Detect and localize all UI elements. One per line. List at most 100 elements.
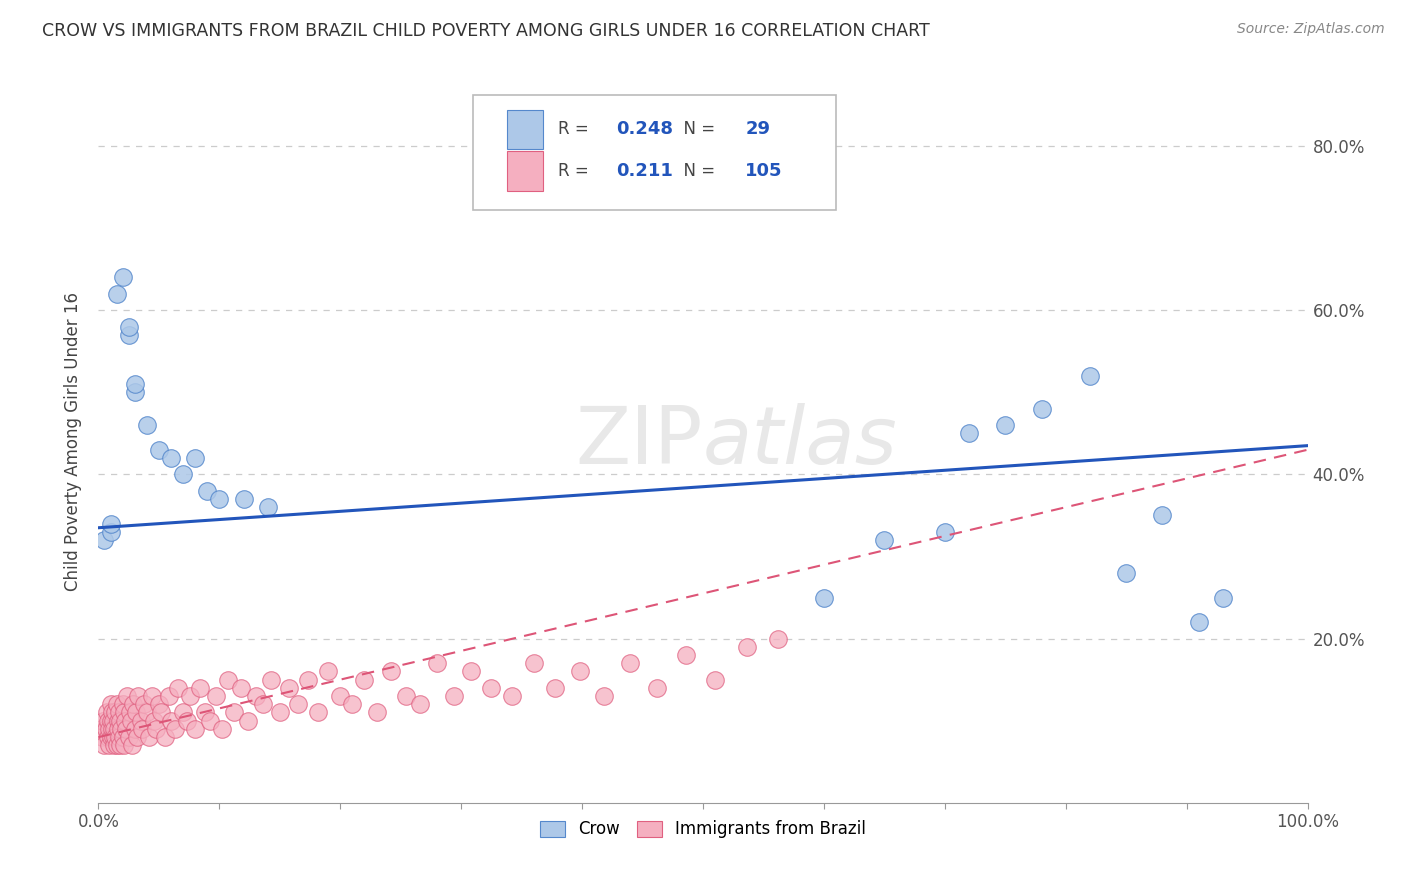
Point bbox=[93, 533, 115, 547]
Point bbox=[735, 640, 758, 654]
Point bbox=[112, 706, 135, 720]
Point bbox=[184, 722, 207, 736]
Point bbox=[100, 714, 122, 728]
Point bbox=[107, 714, 129, 728]
Point bbox=[157, 689, 180, 703]
Point bbox=[150, 706, 173, 720]
Point bbox=[217, 673, 239, 687]
Point bbox=[101, 730, 124, 744]
Point bbox=[297, 673, 319, 687]
Point bbox=[96, 706, 118, 720]
Point bbox=[544, 681, 567, 695]
Point bbox=[108, 706, 131, 720]
Point bbox=[125, 706, 148, 720]
Point bbox=[108, 739, 131, 753]
Point bbox=[287, 698, 309, 712]
Point bbox=[105, 698, 128, 712]
Point bbox=[91, 730, 114, 744]
Point bbox=[148, 698, 170, 712]
Point bbox=[1115, 566, 1137, 580]
Point bbox=[134, 698, 156, 712]
Point bbox=[252, 698, 274, 712]
Point bbox=[127, 730, 149, 744]
Point bbox=[245, 689, 267, 703]
Text: R =: R = bbox=[558, 120, 593, 138]
Point bbox=[131, 722, 153, 736]
FancyBboxPatch shape bbox=[508, 152, 543, 191]
Point bbox=[366, 706, 388, 720]
Text: R =: R = bbox=[558, 162, 593, 180]
Point bbox=[90, 722, 112, 736]
Point bbox=[523, 657, 546, 671]
Point bbox=[100, 516, 122, 531]
Point bbox=[93, 739, 115, 753]
Text: 0.248: 0.248 bbox=[616, 120, 673, 138]
Point bbox=[211, 722, 233, 736]
Point bbox=[278, 681, 301, 695]
Point bbox=[117, 689, 139, 703]
Point bbox=[114, 714, 136, 728]
Point bbox=[112, 739, 135, 753]
Point bbox=[232, 491, 254, 506]
Point bbox=[121, 739, 143, 753]
Point bbox=[124, 722, 146, 736]
Point bbox=[426, 657, 449, 671]
Point bbox=[100, 698, 122, 712]
Point bbox=[256, 500, 278, 515]
Text: 0.211: 0.211 bbox=[616, 162, 673, 180]
Point bbox=[141, 689, 163, 703]
Point bbox=[143, 714, 166, 728]
Point bbox=[176, 714, 198, 728]
Point bbox=[118, 319, 141, 334]
Point bbox=[104, 706, 127, 720]
Point bbox=[98, 722, 121, 736]
Text: Source: ZipAtlas.com: Source: ZipAtlas.com bbox=[1237, 22, 1385, 37]
Point bbox=[101, 714, 124, 728]
FancyBboxPatch shape bbox=[508, 110, 543, 149]
FancyBboxPatch shape bbox=[474, 95, 837, 211]
Point bbox=[394, 689, 416, 703]
Point bbox=[501, 689, 523, 703]
Point bbox=[167, 681, 190, 695]
Point bbox=[135, 418, 157, 433]
Point bbox=[1031, 401, 1053, 416]
Point bbox=[111, 270, 134, 285]
Point bbox=[124, 377, 146, 392]
Point bbox=[353, 673, 375, 687]
Text: N =: N = bbox=[672, 162, 720, 180]
Point bbox=[1152, 508, 1174, 523]
Point bbox=[115, 722, 138, 736]
Text: N =: N = bbox=[672, 120, 720, 138]
Point bbox=[568, 665, 591, 679]
Point bbox=[172, 706, 194, 720]
Point bbox=[342, 698, 364, 712]
Point bbox=[194, 706, 217, 720]
Point bbox=[229, 681, 252, 695]
Point bbox=[118, 706, 141, 720]
Point bbox=[873, 533, 896, 547]
Text: 29: 29 bbox=[745, 120, 770, 138]
Point bbox=[481, 681, 503, 695]
Point bbox=[138, 730, 160, 744]
Point bbox=[813, 591, 835, 605]
Point bbox=[460, 665, 482, 679]
Point bbox=[260, 673, 283, 687]
Point bbox=[222, 706, 245, 720]
Point bbox=[135, 706, 157, 720]
Point bbox=[704, 673, 727, 687]
Text: 105: 105 bbox=[745, 162, 783, 180]
Point bbox=[127, 689, 149, 703]
Point bbox=[160, 450, 183, 465]
Point bbox=[409, 698, 432, 712]
Y-axis label: Child Poverty Among Girls Under 16: Child Poverty Among Girls Under 16 bbox=[65, 292, 83, 591]
Text: CROW VS IMMIGRANTS FROM BRAZIL CHILD POVERTY AMONG GIRLS UNDER 16 CORRELATION CH: CROW VS IMMIGRANTS FROM BRAZIL CHILD POV… bbox=[42, 22, 929, 40]
Point bbox=[105, 739, 128, 753]
Point bbox=[645, 681, 668, 695]
Point bbox=[94, 722, 117, 736]
Point bbox=[592, 689, 614, 703]
Point bbox=[100, 722, 122, 736]
Point bbox=[118, 730, 141, 744]
Point bbox=[994, 418, 1017, 433]
Text: ZIP: ZIP bbox=[575, 402, 703, 481]
Point bbox=[1188, 615, 1211, 630]
